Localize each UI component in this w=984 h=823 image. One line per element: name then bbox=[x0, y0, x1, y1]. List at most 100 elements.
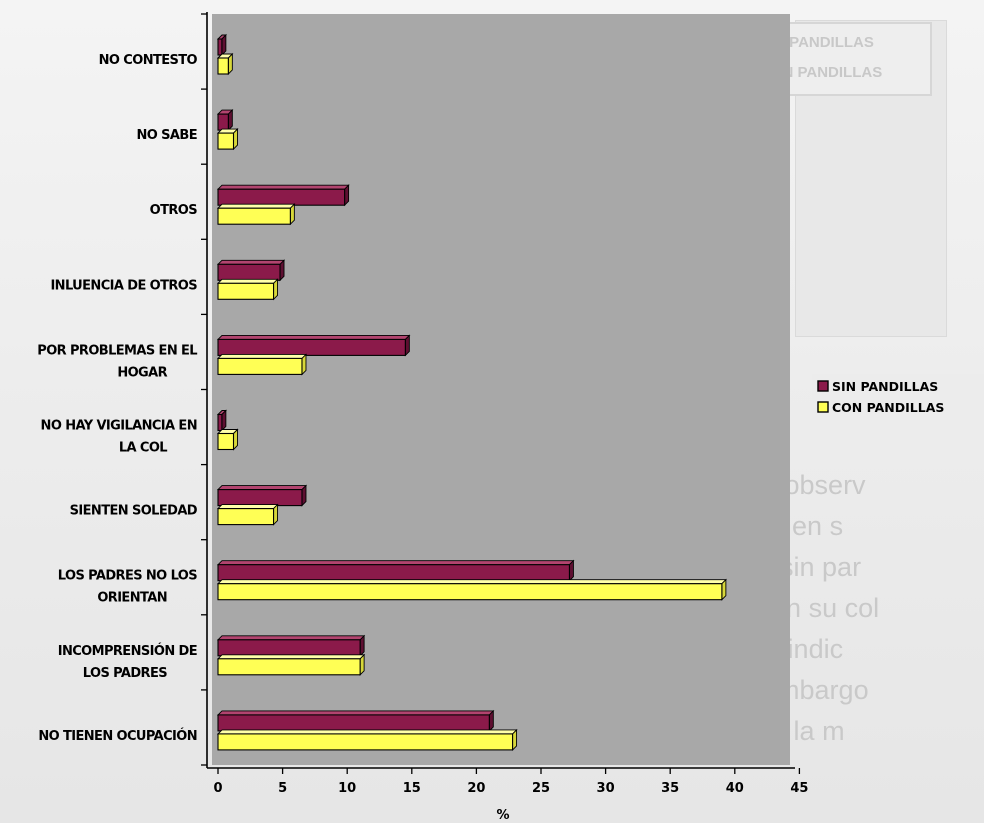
bar-front-face bbox=[217, 432, 235, 451]
bar-side-face bbox=[488, 709, 494, 732]
bar-side-face bbox=[273, 503, 279, 526]
bar-front-face bbox=[217, 508, 275, 526]
bar-top-face bbox=[216, 485, 308, 491]
bar-top-face bbox=[216, 203, 296, 209]
bar-top-face bbox=[216, 654, 366, 660]
x-tick-label: 30 bbox=[597, 781, 615, 796]
bar-sin-pandillas bbox=[216, 709, 495, 732]
category-label: ORIENTAN bbox=[97, 591, 167, 606]
bar-side-face bbox=[512, 728, 518, 751]
bar-con-pandillas bbox=[216, 128, 239, 151]
bar-con-pandillas bbox=[216, 578, 727, 601]
category-label: SIENTEN SOLEDAD bbox=[70, 504, 198, 519]
category-label: INLUENCIA DE OTROS bbox=[50, 278, 197, 293]
category-label: HOGAR bbox=[117, 365, 167, 380]
bar-top-face bbox=[216, 278, 279, 284]
bar-side-face bbox=[233, 428, 238, 451]
bar-con-pandillas bbox=[216, 503, 279, 526]
bar-top-face bbox=[216, 560, 575, 566]
bar-side-face bbox=[273, 278, 279, 301]
bar-side-face bbox=[221, 33, 227, 57]
bar-sin-pandillas bbox=[216, 634, 366, 657]
bar-front-face bbox=[217, 639, 361, 657]
legend-box bbox=[812, 374, 984, 424]
bar-con-pandillas bbox=[216, 52, 234, 76]
bar-side-face bbox=[404, 334, 410, 357]
bar-top-face bbox=[216, 579, 727, 585]
category-label: POR PROBLEMAS EN EL bbox=[37, 343, 197, 358]
legend: SIN PANDILLAS CON PANDILLAS bbox=[812, 374, 984, 424]
bar-front-face bbox=[217, 583, 723, 601]
x-tick-label: 10 bbox=[338, 781, 356, 796]
bar-side-face bbox=[721, 578, 727, 601]
legend-label: SIN PANDILLAS bbox=[832, 379, 938, 394]
bar-front-face bbox=[217, 733, 514, 751]
bar-con-pandillas bbox=[216, 728, 518, 751]
bar-front-face bbox=[217, 188, 346, 206]
bar-side-face bbox=[289, 203, 295, 226]
bar-con-pandillas bbox=[216, 428, 239, 451]
bar-top-face bbox=[216, 710, 495, 716]
bar-side-face bbox=[233, 128, 238, 151]
legend-label: CON PANDILLAS bbox=[832, 400, 944, 415]
x-tick-label: 20 bbox=[467, 781, 485, 796]
bar-sin-pandillas bbox=[216, 259, 286, 282]
bar-con-pandillas bbox=[216, 353, 308, 376]
bar-sin-pandillas bbox=[216, 559, 575, 582]
bar-side-face bbox=[301, 353, 307, 376]
bar-side-face bbox=[227, 109, 233, 132]
bar-sin-pandillas bbox=[216, 409, 227, 432]
x-tick-label: 5 bbox=[278, 781, 287, 796]
category-label: INCOMPRENSIÓN DE bbox=[58, 643, 197, 659]
bar-con-pandillas bbox=[216, 653, 366, 676]
bar-front-face bbox=[217, 338, 406, 356]
bar-front-face bbox=[217, 263, 281, 281]
bar-side-face bbox=[359, 653, 365, 676]
bar-con-pandillas bbox=[216, 278, 279, 301]
legend-swatch bbox=[817, 380, 829, 392]
x-tick-label: 45 bbox=[790, 781, 808, 796]
category-label: LOS PADRES NO LOS bbox=[58, 569, 197, 584]
bar-sin-pandillas bbox=[216, 334, 411, 357]
bar-top-face bbox=[216, 635, 366, 641]
bar-front-face bbox=[217, 38, 223, 56]
bar-sin-pandillas bbox=[216, 484, 308, 507]
bar-side-face bbox=[301, 484, 307, 507]
bar-side-face bbox=[359, 634, 365, 657]
bar-side-face bbox=[344, 184, 350, 207]
ghost-legend-label-2: CON PANDILLAS bbox=[760, 64, 883, 81]
bar-front-face bbox=[217, 57, 229, 75]
x-tick-label: 0 bbox=[213, 781, 222, 796]
bar-top-face bbox=[216, 504, 279, 510]
bar-front-face bbox=[217, 564, 570, 582]
bar-front-face bbox=[217, 357, 303, 375]
legend-swatch bbox=[817, 401, 829, 413]
x-tick-label: 35 bbox=[661, 781, 679, 796]
category-label: LA COL bbox=[119, 441, 167, 456]
bar-con-pandillas bbox=[216, 203, 296, 226]
bar-top-face bbox=[216, 259, 286, 265]
x-axis-title: % bbox=[496, 808, 509, 823]
bar-top-face bbox=[216, 729, 518, 735]
bar-front-face bbox=[217, 132, 235, 150]
bar-front-face bbox=[217, 658, 361, 676]
category-label: NO TIENEN OCUPACIÓN bbox=[38, 728, 197, 744]
bar-front-face bbox=[217, 413, 223, 432]
x-tick-label: 25 bbox=[532, 781, 550, 796]
category-label: NO SABE bbox=[137, 128, 197, 143]
bar-front-face bbox=[217, 489, 303, 507]
bar-top-face bbox=[216, 184, 350, 190]
bar-front-face bbox=[217, 714, 490, 732]
bar-side-face bbox=[221, 409, 227, 432]
bar-sin-pandillas bbox=[216, 33, 227, 57]
bar-side-face bbox=[568, 559, 574, 582]
bar-top-face bbox=[216, 334, 411, 340]
bar-sin-pandillas bbox=[216, 109, 234, 132]
bar-front-face bbox=[217, 282, 275, 300]
category-label: NO HAY VIGILANCIA EN bbox=[41, 419, 197, 434]
bar-top-face bbox=[216, 353, 308, 359]
bar-side-face bbox=[279, 259, 285, 282]
bar-sin-pandillas bbox=[216, 184, 350, 207]
x-tick-label: 15 bbox=[403, 781, 421, 796]
bar-side-face bbox=[227, 52, 233, 76]
